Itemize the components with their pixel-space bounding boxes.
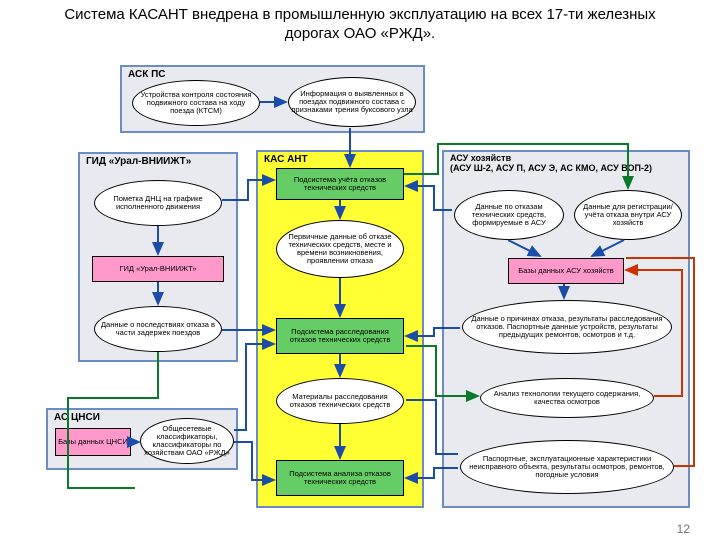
node-cnsi-db: Базы данных ЦНСИ [55, 428, 131, 456]
node-asu-db: Базы данных АСУ хозяйств [508, 258, 624, 284]
panel-label-asu: АСУ хозяйств (АСУ Ш-2, АСУ П, АСУ Э, АС … [450, 154, 652, 174]
node-reg-subsystem: Подсистема учёта отказов технических сре… [276, 168, 404, 200]
node-invest-subsystem: Подсистема расследования отказов техниче… [276, 318, 404, 354]
panel-label-kasant: КАС АНТ [264, 154, 308, 165]
node-delay-data: Данные о последствиях отказа в части зад… [94, 306, 222, 352]
node-bux-info: Информация о выявленных в поездах подвиж… [288, 77, 416, 127]
node-ktsm: Устройства контроля состояния подвижного… [132, 80, 260, 126]
node-asu-reg-data: Данные для регистрации/учёта отказа внут… [574, 190, 682, 240]
node-primary-data: Первичные данные об отказе технических с… [276, 220, 404, 278]
node-invest-materials: Материалы расследования отказов техничес… [276, 378, 404, 424]
panel-label-ask-ps: АСК ПС [128, 69, 166, 80]
node-passport-data: Паспортные, эксплуатационные характерист… [460, 440, 674, 494]
node-classifiers: Общесетевые классификаторы, классификато… [140, 418, 234, 464]
panel-label-gid: ГИД «Урал-ВНИИЖТ» [86, 156, 191, 167]
panel-label-cnsi: АС ЦНСИ [54, 412, 100, 423]
node-tech-analysis: Анализ технологии текущего содержания, к… [480, 378, 654, 418]
node-analysis-subsystem: Подсистема анализа отказов технических с… [276, 460, 404, 496]
node-cause-data: Данные о причинах отказа, результаты рас… [462, 300, 672, 354]
node-dnc-mark: Пометка ДНЦ на графике исполненного движ… [94, 180, 222, 226]
diagram-title: Система КАСАНТ внедрена в промышленную э… [0, 0, 720, 48]
page-number: 12 [677, 522, 690, 536]
node-gid-db: ГИД «Урал-ВНИИЖТ» [92, 256, 224, 282]
node-asu-failure-data: Данные по отказам технических средств, ф… [454, 190, 564, 240]
